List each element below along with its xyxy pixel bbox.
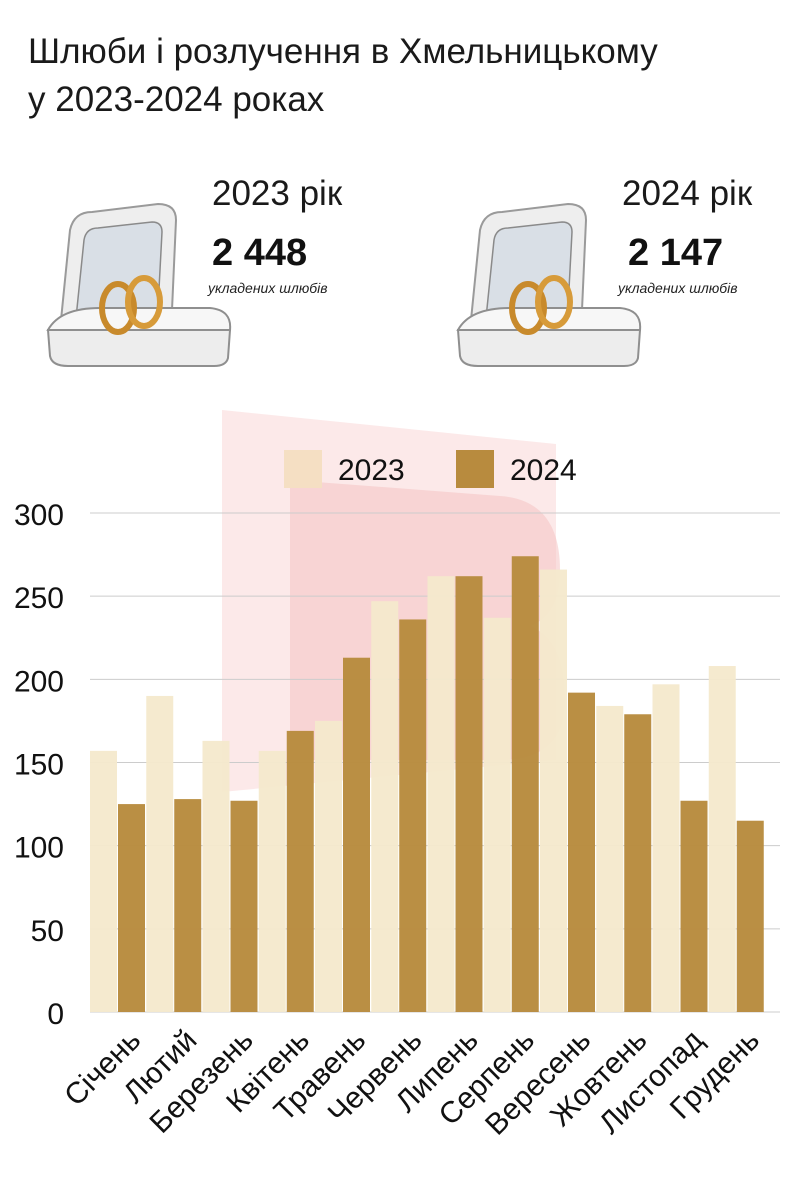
y-tick-label: 250 bbox=[14, 582, 64, 615]
stat-value: 2 147 bbox=[628, 232, 724, 274]
bar-2024 bbox=[624, 714, 652, 1012]
chart-area: 0 50 100 150 200 250 300 Січень Лютий Березень Кві… bbox=[0, 400, 800, 1200]
legend-swatch bbox=[284, 450, 322, 488]
bar-2024 bbox=[399, 619, 427, 1012]
bar-2023 bbox=[540, 569, 567, 1012]
bar-chart: 050100150200250300СіченьЛютийБерезеньКві… bbox=[14, 410, 780, 1142]
bar-2024 bbox=[455, 576, 483, 1012]
legend-label: 2024 bbox=[510, 454, 577, 487]
bar-2024 bbox=[736, 820, 764, 1012]
bar-2024 bbox=[568, 692, 595, 1012]
stat-value: 2 448 bbox=[212, 232, 308, 274]
bar-2024 bbox=[286, 730, 314, 1012]
y-tick-label: 100 bbox=[14, 832, 64, 865]
bar-2023 bbox=[90, 750, 117, 1012]
stat-caption: укладених шлюбів bbox=[208, 280, 328, 296]
legend-label: 2023 bbox=[338, 454, 405, 487]
bar-2023 bbox=[315, 720, 342, 1012]
bar-2023 bbox=[596, 705, 624, 1012]
ring-box-icon bbox=[46, 202, 232, 367]
bar-2023 bbox=[371, 601, 399, 1012]
y-tick-label: 0 bbox=[47, 998, 64, 1031]
bar-2024 bbox=[343, 657, 370, 1012]
stat-block-2024: 2024 рік 2 147 укладених шлюбів bbox=[450, 170, 800, 380]
page-title: Шлюби і розлучення в Хмельницькому у 2023… bbox=[28, 32, 658, 119]
bar-2023 bbox=[652, 684, 680, 1012]
bar-2023 bbox=[146, 695, 174, 1012]
y-tick-label: 150 bbox=[14, 749, 64, 782]
stat-caption: укладених шлюбів bbox=[618, 280, 738, 296]
legend-swatch bbox=[456, 450, 494, 488]
bar-2024 bbox=[118, 804, 145, 1012]
stat-block-2023: 2023 рік 2 448 укладених шлюбів bbox=[40, 170, 420, 380]
bar-2023 bbox=[202, 740, 230, 1012]
bar-2024 bbox=[174, 799, 202, 1012]
ring-box-icon bbox=[456, 202, 642, 367]
stat-year-label: 2023 рік bbox=[212, 174, 343, 213]
bar-2023 bbox=[258, 750, 286, 1012]
y-tick-label: 200 bbox=[14, 665, 64, 698]
y-tick-label: 50 bbox=[31, 915, 64, 948]
bar-2024 bbox=[230, 800, 258, 1012]
stat-year-label: 2024 рік bbox=[622, 174, 753, 213]
bar-2024 bbox=[680, 800, 708, 1012]
y-tick-label: 300 bbox=[14, 499, 64, 532]
bar-2023 bbox=[427, 576, 455, 1012]
bar-2023 bbox=[483, 617, 511, 1012]
bar-2024 bbox=[511, 556, 539, 1012]
bar-2023 bbox=[708, 666, 736, 1012]
